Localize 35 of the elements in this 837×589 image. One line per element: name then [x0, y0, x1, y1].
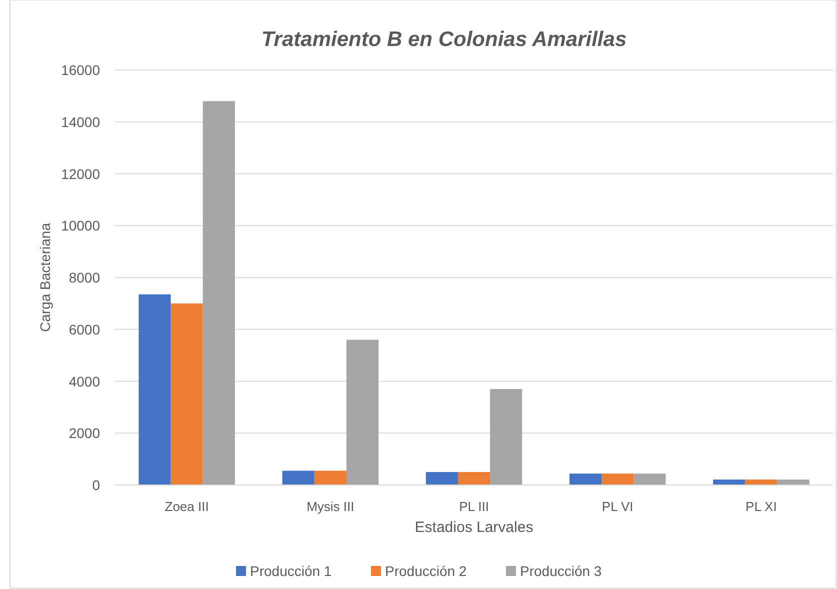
- bar: [745, 480, 778, 485]
- legend-label: Producción 2: [385, 563, 467, 579]
- x-tick-label: PL XI: [746, 499, 777, 514]
- bar: [314, 470, 346, 485]
- y-tick-label: 12000: [61, 166, 100, 182]
- y-tick-label: 14000: [61, 114, 100, 130]
- legend-label: Producción 1: [250, 563, 332, 579]
- bar: [458, 472, 490, 485]
- y-tick-label: 2000: [68, 425, 100, 442]
- bar: [713, 480, 746, 485]
- y-tick-label: 6000: [68, 321, 100, 338]
- bar: [282, 470, 314, 485]
- y-axis-title: Carga Bacteriana: [37, 222, 53, 332]
- bar: [426, 472, 458, 485]
- x-tick-label: PL VI: [602, 499, 634, 514]
- y-tick-label: 0: [92, 477, 100, 493]
- legend-label: Producción 3: [520, 563, 602, 579]
- x-tick-label: PL III: [459, 499, 489, 514]
- bar: [346, 340, 379, 485]
- chart-title: Tratamiento B en Colonias Amarillas: [261, 28, 627, 51]
- x-tick-label: Zoea III: [164, 499, 209, 514]
- bar: [777, 480, 810, 485]
- bar: [138, 294, 171, 485]
- y-tick-label: 16000: [61, 62, 100, 78]
- bar: [569, 474, 602, 485]
- bar: [634, 474, 666, 485]
- y-tick-label: 4000: [68, 373, 100, 390]
- bar: [602, 474, 634, 485]
- bar: [170, 303, 203, 485]
- x-tick-label: Mysis III: [306, 499, 354, 514]
- bar: [490, 389, 522, 485]
- x-axis-title: Estadios Larvales: [414, 519, 534, 536]
- y-tick-label: 10000: [61, 218, 100, 234]
- y-tick-label: 8000: [68, 270, 100, 286]
- bar: [202, 101, 235, 485]
